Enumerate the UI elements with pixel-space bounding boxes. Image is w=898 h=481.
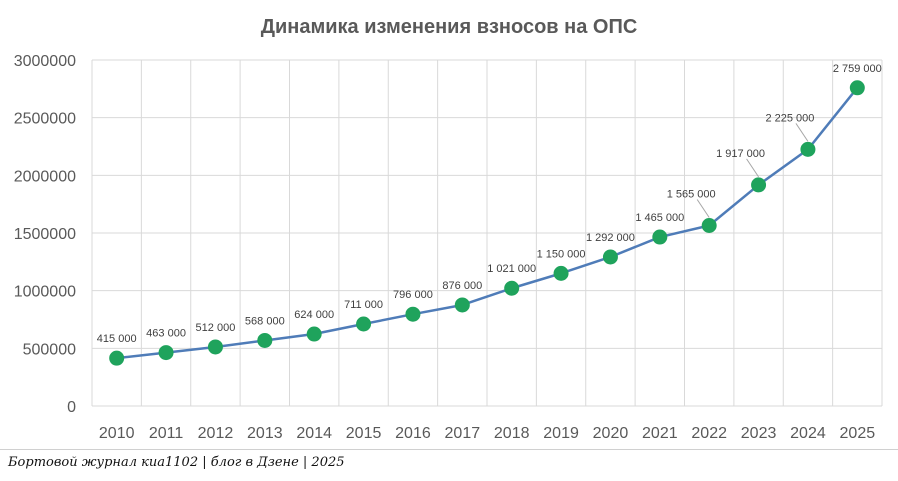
data-point bbox=[751, 177, 767, 193]
y-tick-label: 2000000 bbox=[14, 168, 76, 185]
data-label: 1 917 000 bbox=[716, 148, 765, 160]
data-label: 711 000 bbox=[344, 299, 383, 311]
x-tick-label: 2024 bbox=[790, 425, 826, 442]
x-tick-label: 2014 bbox=[296, 425, 332, 442]
x-tick-label: 2019 bbox=[543, 425, 579, 442]
data-label: 1 292 000 bbox=[586, 232, 635, 244]
x-tick-label: 2023 bbox=[741, 425, 777, 442]
x-tick-label: 2025 bbox=[840, 425, 876, 442]
x-tick-label: 2013 bbox=[247, 425, 283, 442]
data-point bbox=[652, 229, 668, 245]
data-point bbox=[553, 265, 569, 281]
data-label: 2 225 000 bbox=[765, 112, 814, 124]
y-tick-label: 1000000 bbox=[14, 284, 76, 301]
data-point bbox=[109, 350, 125, 366]
data-label: 1 465 000 bbox=[635, 212, 684, 224]
y-tick-label: 0 bbox=[67, 399, 76, 416]
data-point bbox=[849, 80, 865, 96]
data-label: 463 000 bbox=[146, 328, 186, 340]
footer-caption: Бортовой журнал киа1102 | блог в Дзене |… bbox=[8, 455, 345, 470]
data-label: 1 021 000 bbox=[487, 263, 536, 275]
chart-title: Динамика изменения взносов на ОПС bbox=[260, 16, 638, 38]
data-point bbox=[207, 339, 223, 355]
data-label: 624 000 bbox=[294, 309, 334, 321]
x-tick-label: 2020 bbox=[593, 425, 629, 442]
data-point bbox=[405, 306, 421, 322]
x-tick-label: 2018 bbox=[494, 425, 530, 442]
data-label: 876 000 bbox=[442, 280, 482, 292]
x-tick-label: 2011 bbox=[149, 425, 184, 442]
data-point bbox=[800, 141, 816, 157]
data-label: 512 000 bbox=[196, 322, 236, 334]
x-tick-label: 2022 bbox=[691, 425, 727, 442]
data-point bbox=[454, 297, 470, 313]
y-tick-label: 3000000 bbox=[14, 53, 76, 70]
data-point bbox=[356, 316, 372, 332]
y-tick-label: 500000 bbox=[23, 341, 76, 358]
data-label: 796 000 bbox=[393, 289, 433, 301]
footer-divider bbox=[0, 449, 898, 450]
data-point bbox=[504, 280, 520, 296]
data-point bbox=[602, 249, 618, 265]
data-point bbox=[306, 326, 322, 342]
x-tick-label: 2012 bbox=[198, 425, 234, 442]
x-tick-label: 2016 bbox=[395, 425, 431, 442]
data-point bbox=[701, 218, 717, 234]
data-label: 415 000 bbox=[97, 333, 137, 345]
x-tick-label: 2015 bbox=[346, 425, 382, 442]
x-tick-label: 2021 bbox=[642, 425, 678, 442]
data-label: 2 759 000 bbox=[833, 63, 882, 75]
data-label: 1 565 000 bbox=[667, 189, 716, 201]
y-tick-label: 1500000 bbox=[14, 226, 76, 243]
series-line bbox=[116, 87, 859, 360]
x-tick-label: 2010 bbox=[99, 425, 135, 442]
data-label-leader bbox=[696, 199, 710, 218]
data-label-leader bbox=[746, 158, 759, 178]
y-tick-label: 2500000 bbox=[14, 111, 76, 128]
data-point bbox=[158, 345, 174, 361]
data-label: 1 150 000 bbox=[537, 248, 586, 260]
x-tick-label: 2017 bbox=[445, 425, 481, 442]
data-label: 568 000 bbox=[245, 315, 285, 327]
data-point bbox=[257, 332, 273, 348]
data-label-leader bbox=[795, 123, 809, 142]
